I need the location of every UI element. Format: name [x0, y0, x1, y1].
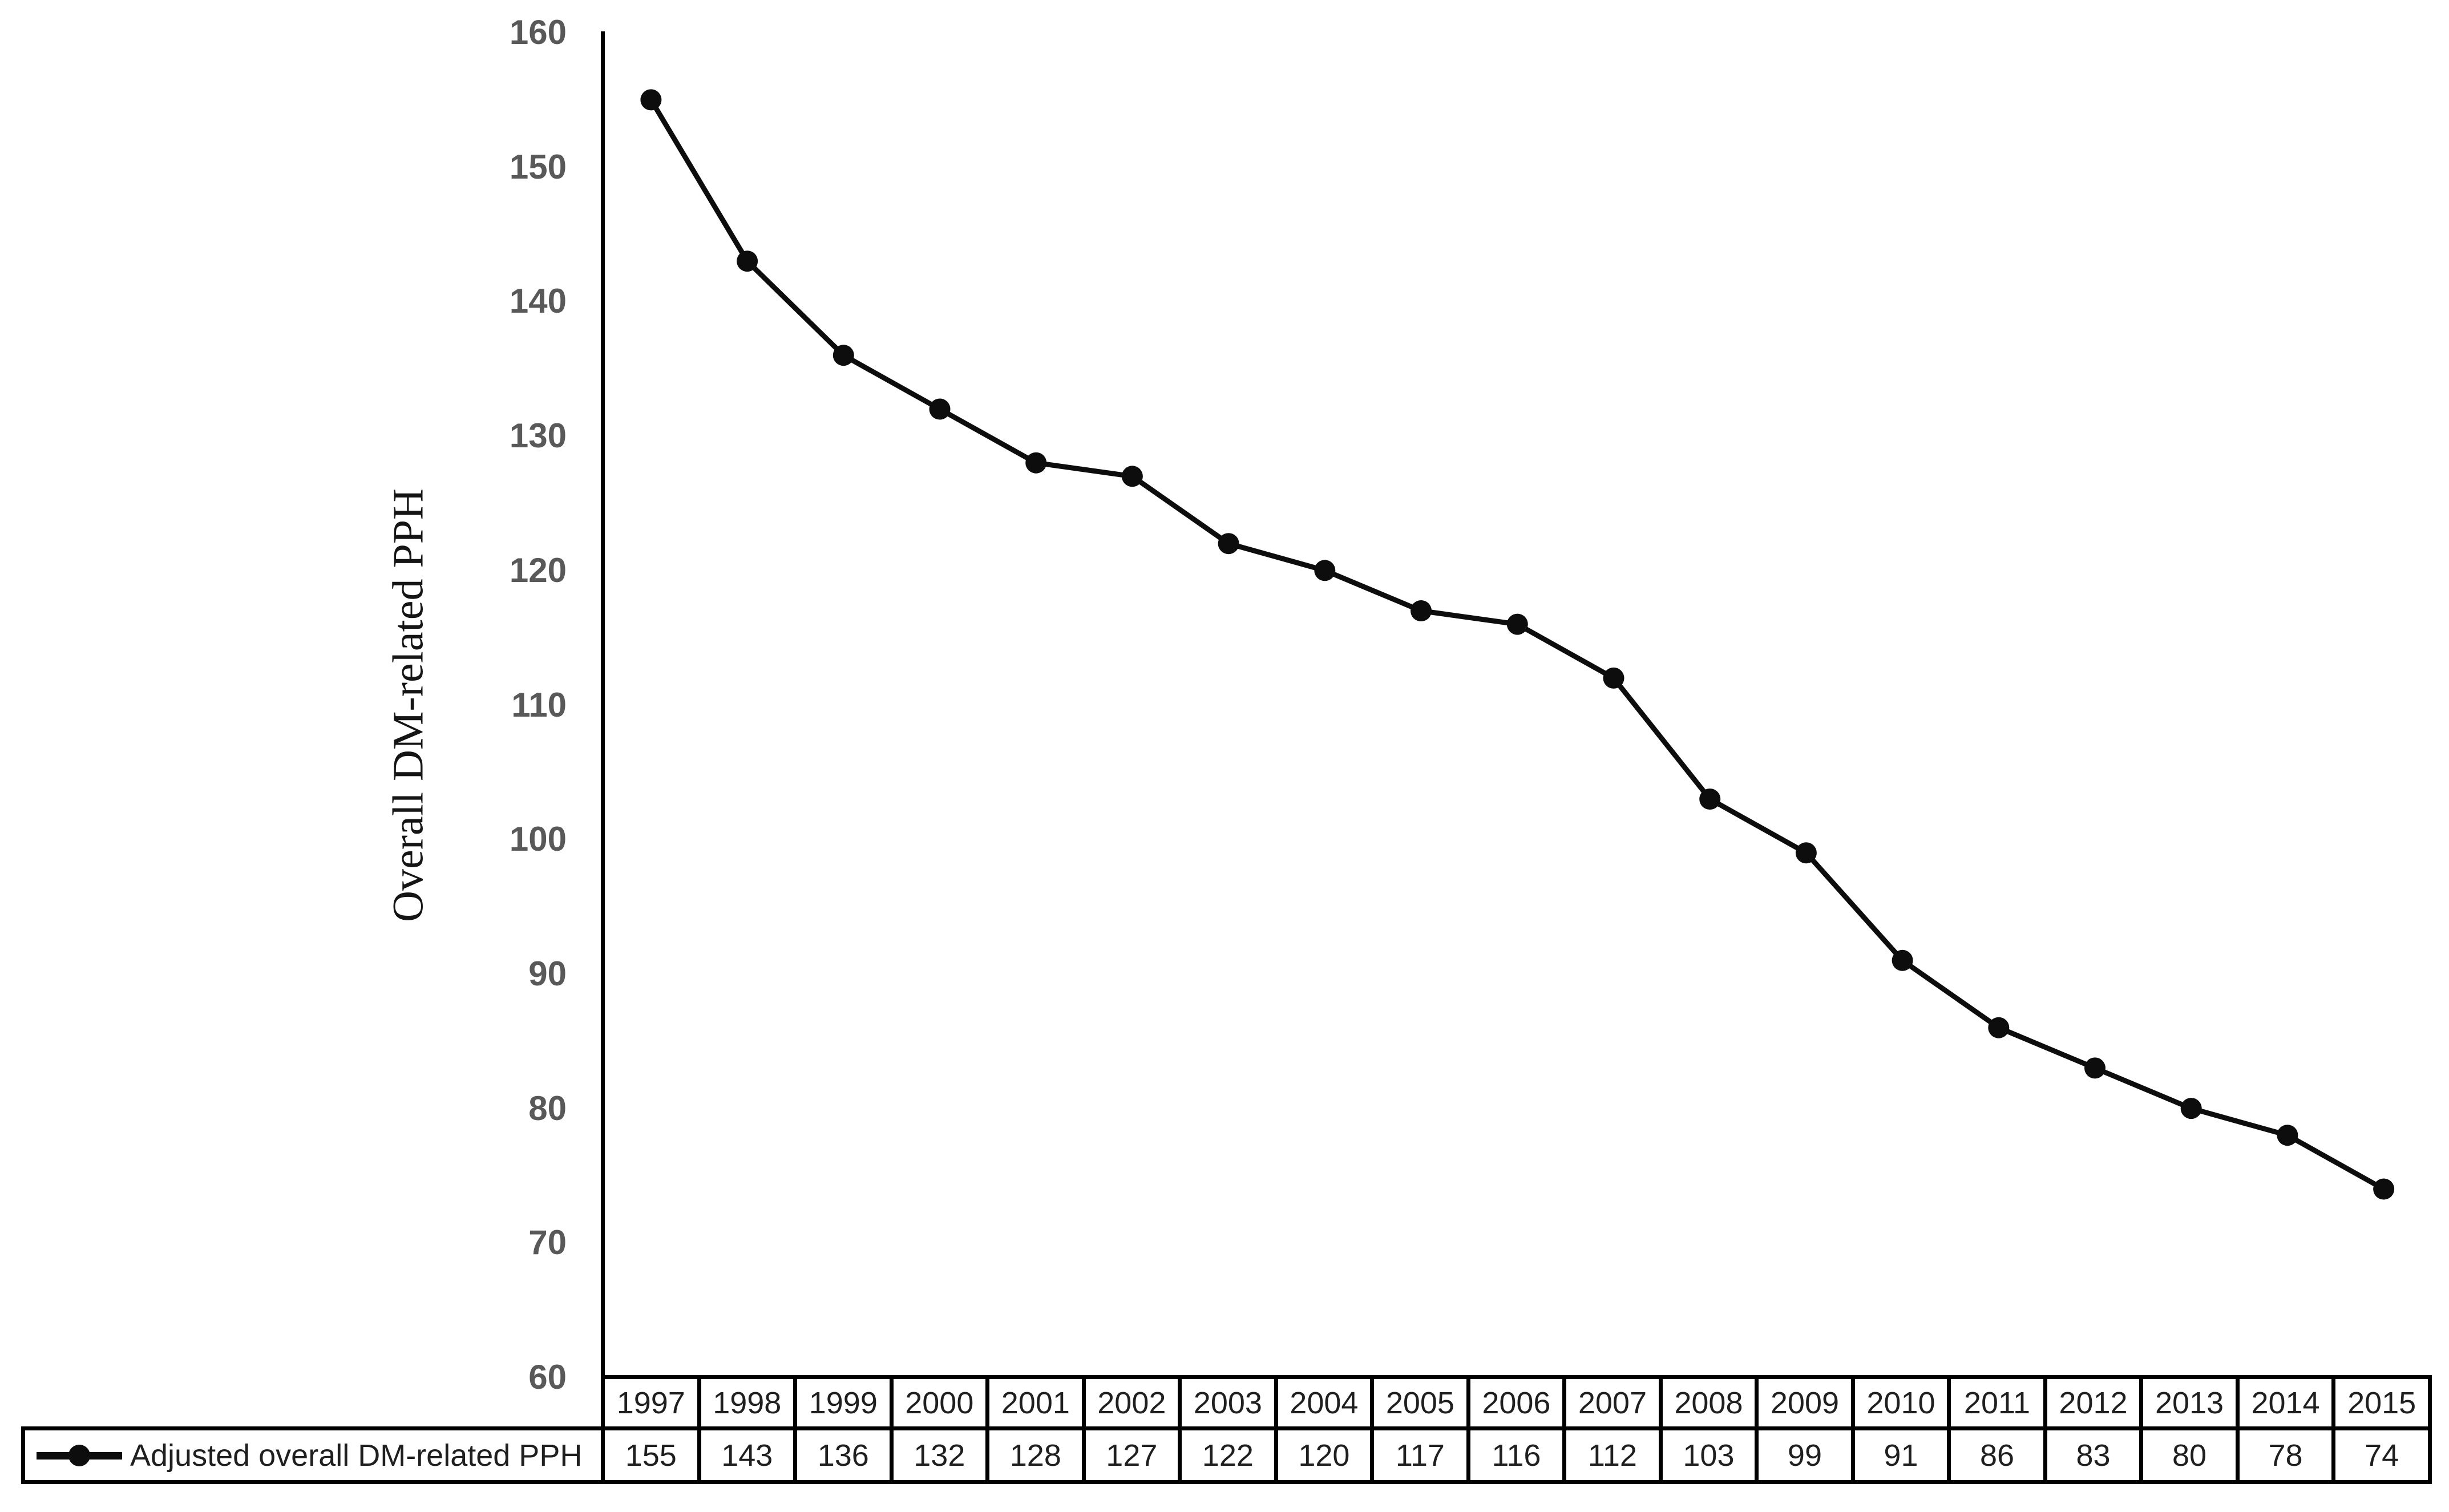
- year-header-cell: 2012: [2043, 1375, 2144, 1430]
- year-header-cell: 2001: [985, 1375, 1086, 1430]
- year-header-cell: 2010: [1850, 1375, 1951, 1430]
- legend-cell: Adjusted overall DM-related PPH: [21, 1426, 605, 1484]
- table-corner-spacer: [23, 1377, 603, 1429]
- value-cell: 120: [1274, 1426, 1375, 1484]
- data-point-marker: [1988, 1017, 2010, 1038]
- value-cell: 83: [2043, 1426, 2144, 1484]
- data-point-marker: [1795, 842, 1817, 864]
- legend-label: Adjusted overall DM-related PPH: [130, 1438, 583, 1473]
- y-axis-tick-label: 130: [509, 417, 567, 455]
- year-header-row: 1997 1998 1999 2000 2001 2002 2003 2004 2005 2006…: [23, 1375, 2432, 1430]
- data-point-marker: [1506, 613, 1528, 635]
- value-cell: 116: [1466, 1426, 1567, 1484]
- year-header-cell: 2000: [889, 1375, 990, 1430]
- value-cell: 112: [1562, 1426, 1663, 1484]
- y-axis-tick-label: 150: [509, 147, 567, 186]
- y-axis-tick-label: 90: [528, 954, 567, 993]
- value-cell: 103: [1658, 1426, 1759, 1484]
- year-header-cell: 1997: [601, 1375, 701, 1430]
- year-header-cell: 2005: [1370, 1375, 1470, 1430]
- year-header-cell: 2002: [1081, 1375, 1182, 1430]
- data-point-marker: [833, 345, 854, 366]
- data-line: [648, 97, 2387, 1192]
- value-cell: 78: [2235, 1426, 2336, 1484]
- y-axis-tick-label: 100: [509, 820, 567, 859]
- y-axis-tick-label: 160: [509, 13, 567, 51]
- series-value-row: Adjusted overall DM-related PPH 155 143 136…: [21, 1426, 2432, 1484]
- data-point-marker: [1121, 466, 1143, 487]
- year-header-cell: 2009: [1755, 1375, 1855, 1430]
- value-cell: 86: [1947, 1426, 2047, 1484]
- data-point-marker: [2084, 1057, 2106, 1079]
- y-axis-tick-label: 60: [528, 1358, 567, 1396]
- value-cell: 74: [2331, 1426, 2432, 1484]
- y-axis-tick-label: 70: [528, 1223, 567, 1262]
- year-header-cell: 2003: [1178, 1375, 1278, 1430]
- year-header-cell: 2013: [2139, 1375, 2240, 1430]
- legend-dot-icon: [68, 1444, 90, 1466]
- data-point-marker: [2277, 1125, 2298, 1146]
- value-cell: 80: [2139, 1426, 2240, 1484]
- year-header-cell: 2004: [1274, 1375, 1375, 1430]
- data-point-marker: [640, 89, 662, 111]
- value-cell: 143: [697, 1426, 798, 1484]
- data-point-marker: [2180, 1098, 2202, 1119]
- value-cell: 117: [1370, 1426, 1470, 1484]
- data-table: 1997 1998 1999 2000 2001 2002 2003 2004 2005 2006…: [21, 1375, 2432, 1484]
- data-point-marker: [1892, 949, 1913, 971]
- value-cell: 128: [985, 1426, 1086, 1484]
- value-cell: 136: [793, 1426, 894, 1484]
- data-point-marker: [1314, 560, 1336, 581]
- legend-line-marker-icon: [37, 1444, 122, 1467]
- data-point-marker: [737, 250, 758, 272]
- data-point-marker: [1025, 452, 1047, 474]
- year-header-cell: 2006: [1466, 1375, 1567, 1430]
- year-header-cell: 2007: [1562, 1375, 1663, 1430]
- data-point-marker: [2373, 1178, 2395, 1200]
- value-cell: 122: [1178, 1426, 1278, 1484]
- y-axis-tick-label: 140: [509, 282, 567, 321]
- y-axis-tick-label: 110: [511, 685, 567, 724]
- value-cell: 132: [889, 1426, 990, 1484]
- legend-key: Adjusted overall DM-related PPH: [27, 1438, 599, 1473]
- y-axis-tick-label: 80: [528, 1089, 567, 1127]
- data-point-marker: [1218, 533, 1239, 555]
- year-header-cell: 2008: [1658, 1375, 1759, 1430]
- year-header-cell: 1998: [697, 1375, 798, 1430]
- year-header-cell: 2014: [2235, 1375, 2336, 1430]
- year-header-cell: 1999: [793, 1375, 894, 1430]
- value-cell: 99: [1755, 1426, 1855, 1484]
- value-cell: 91: [1850, 1426, 1951, 1484]
- data-point-marker: [1411, 600, 1432, 621]
- year-header-cell: 2011: [1947, 1375, 2047, 1430]
- value-cell: 127: [1081, 1426, 1182, 1484]
- year-header-cell: 2015: [2331, 1375, 2432, 1430]
- data-point-marker: [1603, 667, 1624, 689]
- y-axis-tick-label: 120: [509, 551, 567, 589]
- data-point-marker: [929, 398, 951, 420]
- data-point-marker: [1699, 789, 1721, 810]
- value-cell: 155: [601, 1426, 701, 1484]
